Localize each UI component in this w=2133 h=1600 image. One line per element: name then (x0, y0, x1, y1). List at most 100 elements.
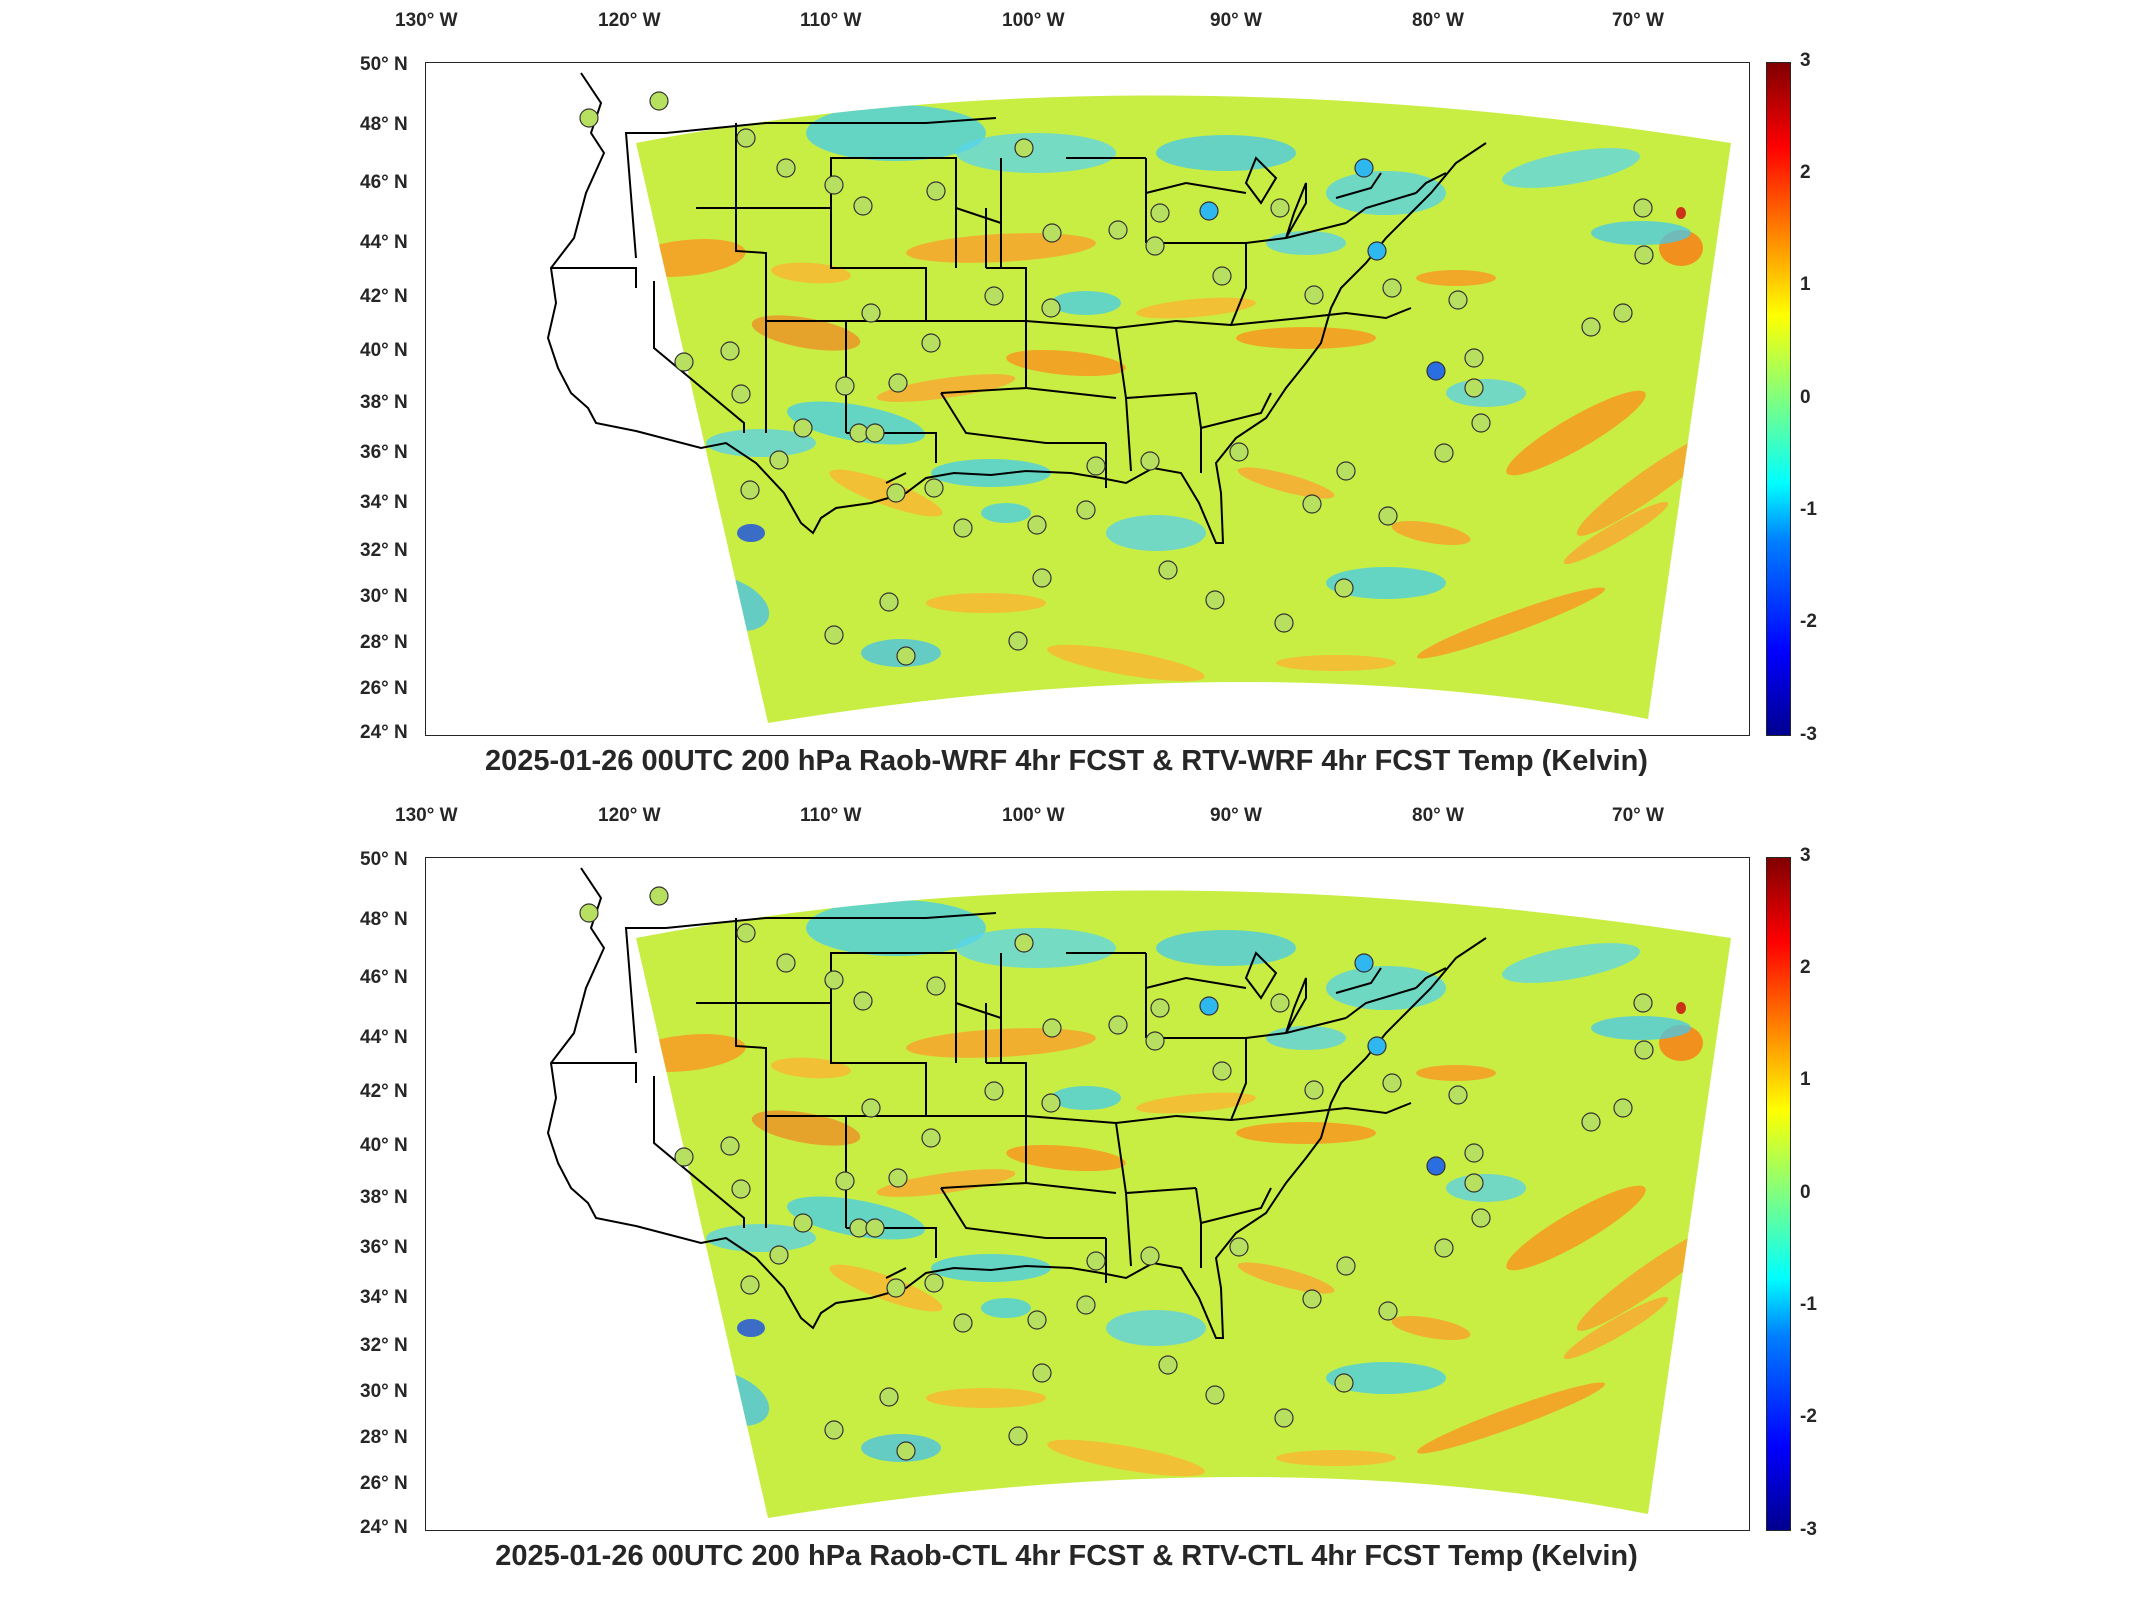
raob-station-marker (1108, 1015, 1128, 1035)
raob-station-marker (853, 196, 873, 216)
raob-station-marker (888, 1168, 908, 1188)
field-patch (876, 1169, 1016, 1197)
raob-station-marker (1205, 1385, 1225, 1405)
field-patch (1416, 1065, 1496, 1081)
field-patch (1276, 1450, 1396, 1466)
map-frame (425, 62, 1750, 736)
lon-tick-label: 70° W (1612, 10, 1664, 31)
raob-station-marker (824, 1420, 844, 1440)
state-border (1125, 397, 1132, 472)
colorbar-tick: 3 (1800, 845, 1811, 866)
raob-station-marker (1008, 631, 1028, 651)
raob-station-marker (1304, 285, 1324, 305)
lon-tick-label: 100° W (1002, 805, 1065, 826)
colorbar-tick: 0 (1800, 387, 1811, 408)
raob-station-marker (1302, 1289, 1322, 1309)
raob-station-marker (1633, 198, 1653, 218)
raob-station-marker (731, 384, 751, 404)
raob-station-marker (1464, 348, 1484, 368)
lat-tick-label: 36° N (360, 1237, 408, 1258)
coastline (546, 867, 1487, 1339)
raob-station-marker (649, 91, 669, 111)
raob-station-marker (879, 1387, 899, 1407)
lat-tick-label: 24° N (360, 1517, 408, 1538)
raob-station-marker (674, 1147, 694, 1167)
state-border (653, 281, 745, 433)
great-lakes-outline (1244, 951, 1382, 1034)
field-patch (1006, 1144, 1126, 1172)
raob-station-marker (1464, 1143, 1484, 1163)
field-patch (1446, 1174, 1526, 1202)
field-patch (737, 524, 765, 542)
state-border (1145, 976, 1247, 989)
state-border (624, 132, 666, 259)
state-border (1300, 1102, 1412, 1115)
lon-tick-label: 90° W (1210, 805, 1262, 826)
colorbar-tick: -1 (1800, 499, 1817, 520)
raob-station-marker (1334, 578, 1354, 598)
field-patch (931, 1254, 1051, 1282)
lon-tick-label: 130° W (395, 10, 458, 31)
state-border (1415, 172, 1447, 194)
lon-tick-label: 110° W (800, 10, 862, 31)
raob-station-marker (579, 903, 599, 923)
state-border (1146, 1017, 1347, 1039)
raob-station-marker (579, 108, 599, 128)
raob-station-marker (1140, 451, 1160, 471)
raob-station-marker (769, 450, 789, 470)
raob-station-marker (924, 478, 944, 498)
state-border (1230, 1038, 1247, 1121)
raob-station-marker (921, 333, 941, 353)
raob-station-marker (1140, 1246, 1160, 1266)
raob-station-marker (1008, 1426, 1028, 1446)
raob-station-marker (1041, 1093, 1061, 1113)
field-patch (1416, 587, 1606, 659)
raob-station-marker (896, 646, 916, 666)
field-patch (829, 1264, 943, 1312)
raob-station-marker (888, 373, 908, 393)
field-patch (1051, 1086, 1121, 1110)
lat-tick-label: 44° N (360, 1027, 408, 1048)
field-patch (1106, 515, 1206, 551)
map-panel-bottom: 130° W 120° W 110° W 100° W 90° W 80° W … (0, 795, 2133, 1590)
colorbar (1766, 857, 1791, 1531)
lat-tick-label: 26° N (360, 1473, 408, 1494)
state-border (1230, 243, 1247, 326)
colorbar-tick: 1 (1800, 274, 1811, 295)
raob-station-marker (924, 1273, 944, 1293)
lon-tick-label: 100° W (1002, 10, 1065, 31)
field-patch (956, 133, 1116, 173)
field-patch (1563, 1297, 1669, 1359)
colorbar-tick: -2 (1800, 611, 1817, 632)
lat-tick-label: 44° N (360, 232, 408, 253)
state-border (830, 157, 1002, 224)
raob-station-marker (720, 341, 740, 361)
field-patch (1106, 1310, 1206, 1346)
raob-station-marker (1471, 1208, 1491, 1228)
lon-tick-label: 70° W (1612, 805, 1664, 826)
state-border (1345, 192, 1417, 224)
coastline (546, 72, 1487, 544)
raob-station-marker (1150, 203, 1170, 223)
temperature-difference-map (546, 867, 1731, 1518)
field-patch (1563, 502, 1669, 564)
raob-station-marker (740, 480, 760, 500)
raob-station-marker (1042, 223, 1062, 243)
colorbar-tick: -1 (1800, 1294, 1817, 1315)
raob-station-marker (1158, 560, 1178, 580)
raob-station-marker (824, 625, 844, 645)
raob-station-marker (1634, 245, 1654, 265)
state-border (940, 392, 1106, 444)
raob-station-marker (776, 953, 796, 973)
raob-station-marker (1434, 1238, 1454, 1258)
raob-station-marker (861, 303, 881, 323)
field-patch (734, 1465, 754, 1501)
state-border (885, 1267, 907, 1279)
state-border (1125, 1192, 1132, 1267)
raob-station-marker (769, 1245, 789, 1265)
field-patch (1506, 390, 1646, 476)
lat-tick-label: 50° N (360, 54, 408, 75)
lat-tick-label: 34° N (360, 1287, 408, 1308)
raob-station-marker (1027, 515, 1047, 535)
raob-station-marker (793, 1213, 813, 1233)
